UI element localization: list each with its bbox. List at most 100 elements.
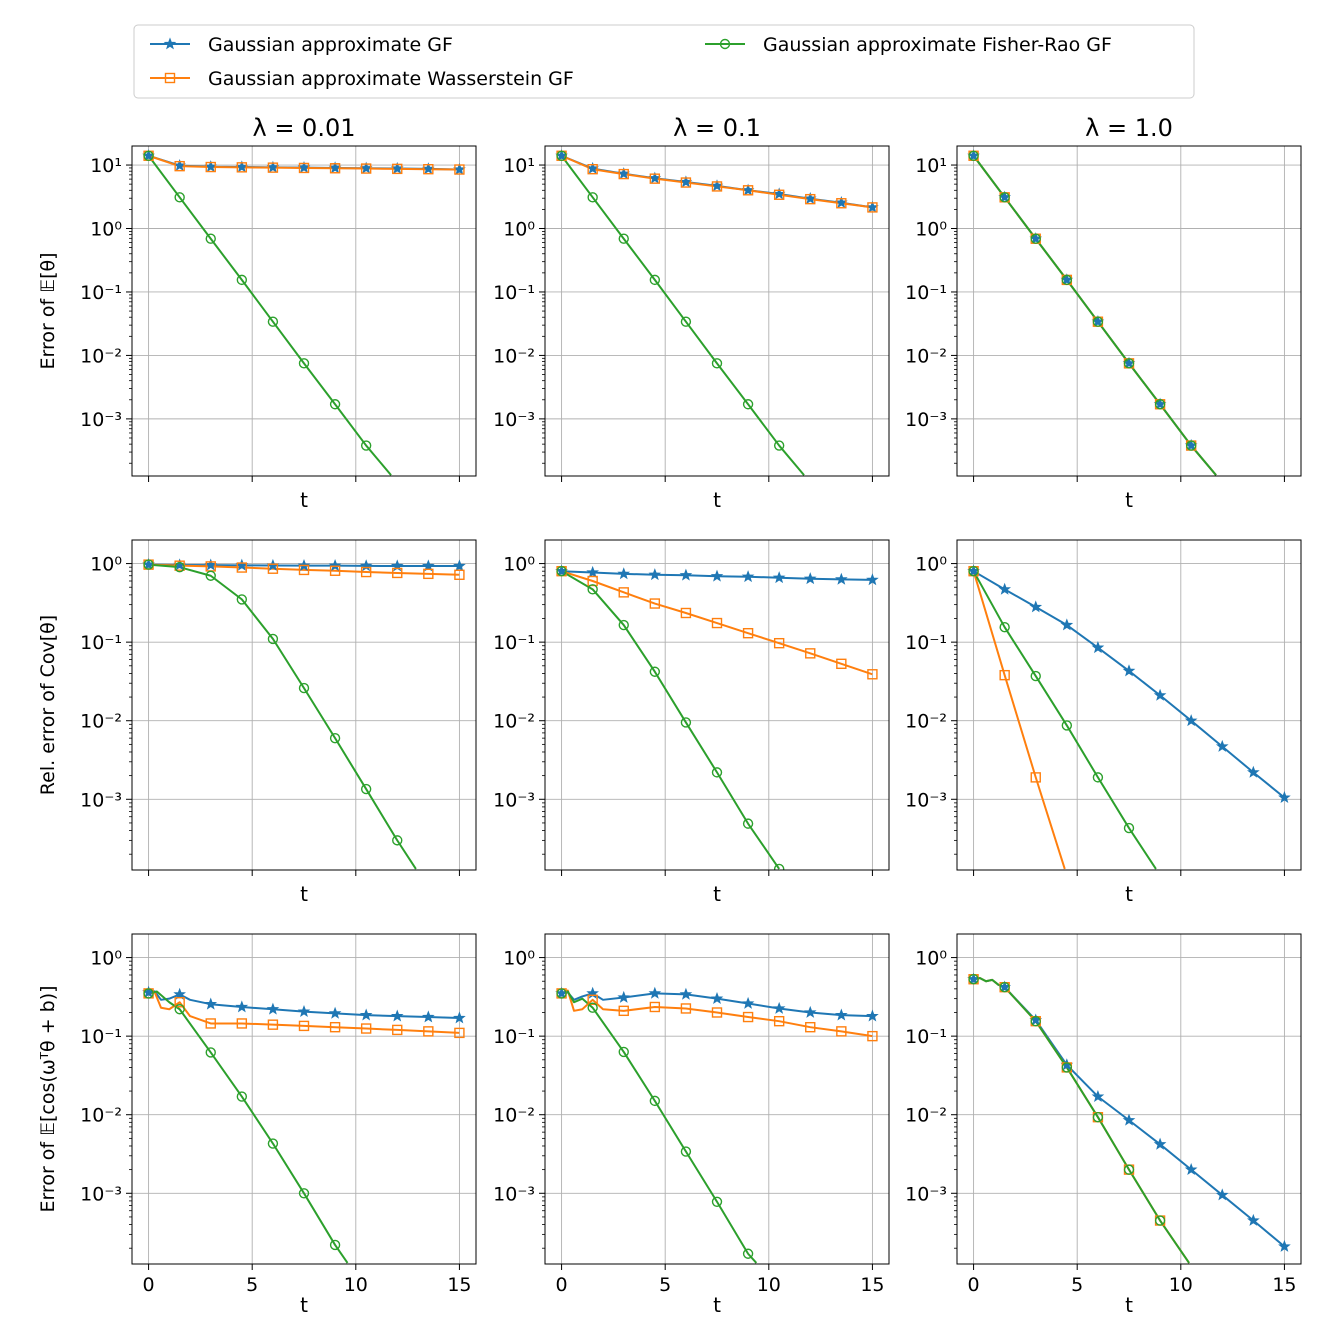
marker-wgf bbox=[205, 161, 216, 173]
marker-frgf bbox=[1123, 1164, 1135, 1175]
marker-frgf bbox=[329, 732, 341, 744]
marker-wgf bbox=[836, 198, 847, 209]
marker-wgf bbox=[454, 1027, 465, 1039]
panel-r1-c2: t 10⁰ 10⁻¹ 10⁻² 10⁻³ bbox=[905, 539, 1302, 906]
marker-frgf bbox=[329, 399, 341, 410]
marker-gf bbox=[359, 559, 373, 572]
y-tick-label: 10⁻¹ bbox=[493, 282, 535, 304]
y-tick-label: 10⁻³ bbox=[80, 1183, 122, 1205]
marker-frgf bbox=[1030, 670, 1041, 682]
x-axis-label: t bbox=[713, 488, 721, 512]
marker-frgf bbox=[267, 633, 279, 645]
panel-r2-c0: 0 5 10 15 t 10⁰ 10⁻¹ 10⁻² 10⁻³ Error of 𝔼[cos(ωᵀθ… bbox=[37, 933, 477, 1317]
marker-gf bbox=[1247, 1213, 1260, 1226]
marker-frgf bbox=[298, 682, 310, 694]
marker-wgf bbox=[423, 163, 434, 175]
marker-frgf bbox=[1154, 399, 1166, 410]
marker-wgf bbox=[742, 1011, 754, 1023]
marker-frgf bbox=[618, 1046, 629, 1058]
legend-frame bbox=[133, 24, 1195, 99]
panels-grid: t 10¹ 10⁰ 10⁻¹ 10⁻² 10⁻³ Error of 𝔼[θ] λ = 0.01… bbox=[37, 114, 1302, 1317]
y-tick-label: 10⁰ bbox=[503, 948, 535, 970]
series-line-frgf bbox=[561, 990, 758, 1264]
marker-frgf bbox=[1123, 358, 1135, 369]
marker-wgf bbox=[618, 168, 629, 180]
marker-frgf bbox=[999, 192, 1010, 203]
legend-label-gf: Gaussian approximate GF bbox=[208, 34, 453, 56]
series-group bbox=[555, 149, 879, 476]
y-tick-label: 10⁻² bbox=[80, 1105, 122, 1127]
marker-wgf bbox=[423, 1026, 434, 1037]
marker-gf bbox=[866, 1009, 879, 1022]
marker-gf bbox=[741, 996, 755, 1009]
marker-wgf bbox=[392, 1024, 403, 1036]
series-group bbox=[142, 557, 466, 870]
y-tick-label: 10⁰ bbox=[915, 948, 947, 970]
y-tick-label: 10⁰ bbox=[90, 948, 122, 970]
marker-gf bbox=[803, 572, 817, 585]
marker-wgf bbox=[587, 163, 598, 175]
marker-wgf bbox=[392, 567, 403, 579]
y-tick-label: 10⁻³ bbox=[80, 789, 122, 811]
marker-gf bbox=[710, 992, 724, 1005]
series-group bbox=[967, 564, 1291, 870]
marker-wgf bbox=[298, 1020, 310, 1032]
marker-gf bbox=[1247, 765, 1260, 778]
y-tick-label: 10⁻³ bbox=[493, 789, 535, 811]
marker-gf bbox=[648, 568, 662, 581]
marker-frgf bbox=[1123, 822, 1135, 834]
marker-frgf bbox=[968, 974, 979, 985]
marker-wgf bbox=[360, 566, 372, 578]
marker-wgf bbox=[329, 163, 341, 174]
marker-frgf bbox=[1061, 1062, 1073, 1073]
series-group bbox=[967, 149, 1217, 476]
marker-frgf bbox=[773, 863, 785, 870]
marker-frgf bbox=[298, 358, 310, 369]
marker-wgf bbox=[236, 162, 248, 173]
axes-frame bbox=[956, 145, 1302, 477]
marker-wgf bbox=[423, 568, 434, 580]
y-tick-label: 10⁻³ bbox=[905, 789, 947, 811]
marker-frgf bbox=[236, 1091, 248, 1102]
marker-frgf bbox=[742, 818, 754, 829]
axes-frame bbox=[544, 539, 890, 871]
y-tick-label: 10⁻³ bbox=[493, 409, 535, 431]
x-tick-label: 5 bbox=[1071, 1274, 1083, 1296]
marker-wgf bbox=[267, 563, 279, 574]
marker-frgf bbox=[1061, 720, 1073, 731]
marker-wgf bbox=[711, 181, 723, 192]
marker-gf bbox=[617, 990, 631, 1003]
y-tick-label: 10⁻¹ bbox=[80, 1026, 122, 1048]
marker-frgf bbox=[742, 1248, 754, 1259]
x-axis-label: t bbox=[300, 882, 308, 906]
marker-frgf bbox=[205, 570, 216, 581]
marker-gf bbox=[679, 568, 693, 581]
marker-wgf bbox=[742, 627, 754, 639]
series-line-wgf bbox=[561, 989, 873, 1038]
marker-wgf bbox=[267, 1019, 279, 1030]
panel-r1-c1: t 10⁰ 10⁻¹ 10⁻² 10⁻³ bbox=[493, 539, 890, 906]
marker-wgf bbox=[805, 193, 816, 205]
series-line-wgf bbox=[561, 570, 873, 676]
marker-wgf bbox=[711, 617, 723, 629]
marker-frgf bbox=[298, 1188, 310, 1199]
series-line-frgf bbox=[148, 563, 417, 870]
marker-wgf bbox=[867, 669, 878, 680]
marker-frgf bbox=[556, 988, 567, 999]
marker-frgf bbox=[1092, 1111, 1104, 1123]
series-line-frgf bbox=[973, 976, 1190, 1264]
marker-gf bbox=[1091, 641, 1105, 654]
marker-gf bbox=[1122, 664, 1136, 677]
marker-gf bbox=[204, 558, 218, 571]
series-line-frgf bbox=[561, 570, 780, 870]
y-tick-label: 10⁻² bbox=[905, 1105, 947, 1127]
y-axis-label: Error of 𝔼[cos(ωᵀθ + b)] bbox=[37, 985, 59, 1212]
marker-wgf bbox=[1030, 772, 1041, 783]
series-line-wgf bbox=[148, 991, 460, 1034]
x-tick-label: 5 bbox=[246, 1274, 258, 1296]
marker-wgf bbox=[454, 569, 465, 580]
marker-frgf bbox=[1030, 1015, 1041, 1027]
marker-wgf bbox=[649, 598, 661, 609]
marker-gf bbox=[204, 997, 218, 1010]
marker-frgf bbox=[392, 835, 403, 846]
